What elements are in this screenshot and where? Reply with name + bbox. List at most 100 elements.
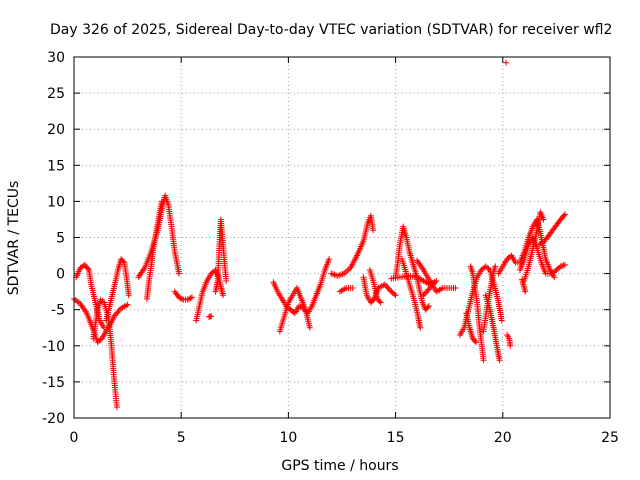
- series-seg-c2: [212, 216, 230, 295]
- y-tick-label: 0: [56, 267, 65, 283]
- data-point: [452, 285, 459, 292]
- data-point: [424, 287, 431, 294]
- data-point: [125, 292, 132, 299]
- data-point: [223, 277, 230, 284]
- data-point: [220, 292, 227, 299]
- data-point: [187, 295, 194, 302]
- data-point: [391, 291, 398, 298]
- y-axis-ticks: 30 25 20 15 10 5 0 -5 -10 -15 -20: [42, 50, 610, 427]
- y-tick-label: 15: [47, 158, 65, 174]
- series-seg-a4: [103, 256, 132, 324]
- x-tick-label: 10: [279, 430, 297, 446]
- data-point: [176, 294, 183, 301]
- series-seg-h6: [504, 331, 514, 349]
- data-point: [176, 270, 183, 277]
- series-seg-g1: [456, 263, 505, 338]
- chart-title: Day 326 of 2025, Sidereal Day-to-day VTE…: [50, 22, 612, 38]
- series-seg-b3: [171, 288, 195, 303]
- data-point: [184, 296, 191, 303]
- data-point: [306, 324, 313, 331]
- y-tick-label: 25: [47, 86, 65, 102]
- data-point: [498, 317, 505, 324]
- data-point: [421, 290, 428, 297]
- data-point: [424, 304, 431, 311]
- x-tick-label: 5: [177, 430, 186, 446]
- series-seg-f5: [420, 277, 440, 299]
- series-seg-d1: [270, 256, 333, 317]
- y-tick-label: 20: [47, 122, 65, 138]
- data-point: [485, 265, 492, 272]
- data-point: [492, 263, 499, 270]
- data-point: [377, 299, 384, 306]
- data-point: [430, 280, 437, 287]
- data-point: [561, 261, 568, 268]
- data-point: [423, 289, 430, 296]
- series-seg-e1: [328, 212, 377, 279]
- data-point: [101, 324, 108, 331]
- data-point: [496, 357, 503, 364]
- data-point: [297, 303, 304, 310]
- x-tick-label: 15: [387, 430, 405, 446]
- data-point: [385, 285, 392, 292]
- data-point: [560, 212, 567, 219]
- data-point: [186, 295, 193, 302]
- data-point: [376, 298, 383, 305]
- data-point: [425, 286, 432, 293]
- data-point: [420, 292, 427, 299]
- series-seg-h7: [519, 276, 529, 295]
- data-point: [178, 295, 185, 302]
- data-point: [507, 342, 514, 349]
- data-point: [561, 211, 568, 218]
- series-seg-a3: [90, 296, 120, 411]
- x-axis-label: GPS time / hours: [281, 458, 398, 474]
- data-point: [124, 301, 131, 308]
- data-point: [473, 339, 479, 346]
- data-point: [370, 297, 377, 304]
- series-seg-c3: [206, 313, 215, 320]
- series-seg-c1: [193, 266, 227, 324]
- data-point: [296, 303, 303, 310]
- series-outlier: [503, 59, 510, 66]
- data-point: [417, 324, 424, 331]
- data-point: [432, 279, 439, 286]
- series-seg-g5: [463, 310, 479, 346]
- data-point: [113, 311, 120, 318]
- series-seg-e3: [360, 274, 399, 306]
- data-points: [71, 59, 568, 411]
- x-tick-label: 0: [70, 430, 79, 446]
- data-point: [381, 281, 388, 288]
- data-point: [433, 277, 440, 284]
- data-point: [177, 295, 184, 302]
- data-point: [428, 283, 435, 290]
- data-point: [97, 336, 104, 343]
- data-point: [290, 309, 297, 316]
- y-tick-label: -15: [42, 375, 65, 391]
- series-seg-h4: [536, 211, 568, 248]
- y-tick-label: 10: [47, 194, 65, 210]
- y-tick-label: 5: [56, 231, 65, 247]
- series-seg-e2: [336, 285, 356, 295]
- data-point: [208, 313, 215, 320]
- series-seg-b2: [143, 198, 165, 302]
- y-tick-label: -5: [51, 303, 65, 319]
- series-seg-g4: [482, 292, 503, 364]
- data-point: [114, 309, 121, 316]
- data-point: [429, 282, 436, 289]
- data-point: [120, 258, 127, 265]
- series-seg-e4: [366, 266, 384, 306]
- data-point: [471, 337, 478, 344]
- data-point: [551, 274, 558, 281]
- data-point: [387, 287, 394, 294]
- data-point: [425, 303, 432, 310]
- series-seg-f1: [392, 223, 432, 313]
- y-axis-label: SDTVAR / TECUs: [6, 181, 22, 296]
- x-tick-label: 20: [494, 430, 512, 446]
- x-tick-label: 25: [601, 430, 619, 446]
- data-point: [480, 357, 487, 364]
- data-point: [349, 285, 356, 292]
- data-point: [188, 294, 195, 301]
- series-seg-d2: [276, 285, 313, 335]
- data-point: [503, 59, 510, 66]
- data-point: [84, 265, 91, 272]
